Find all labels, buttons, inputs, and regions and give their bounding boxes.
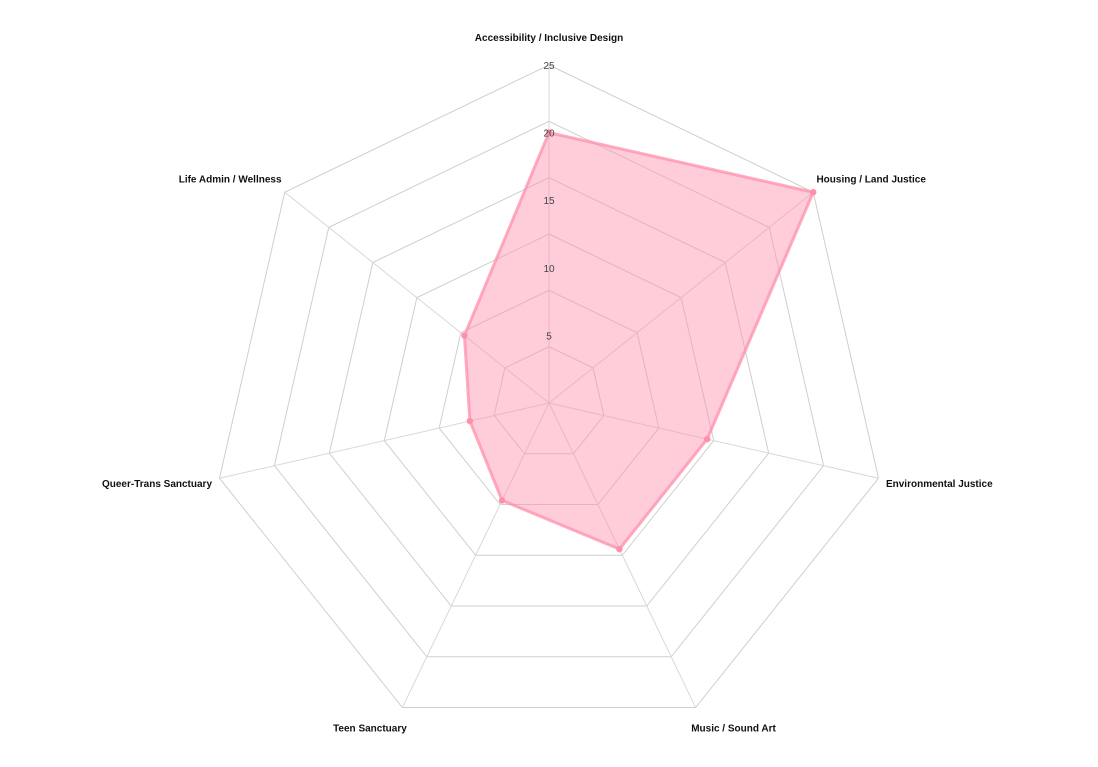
grid-ring	[273, 120, 825, 658]
series-area	[462, 131, 815, 551]
tick-layer: 5 10 15 20 25	[543, 61, 555, 342]
axis-label: Accessibility / Inclusive Design	[475, 33, 623, 44]
axis-label: Queer-Trans Sanctuary	[102, 479, 212, 490]
tick-label: 20	[543, 129, 555, 140]
tick-label: 10	[543, 264, 555, 275]
series-layer	[461, 129, 817, 553]
axis-spoke	[401, 402, 550, 708]
axis-label: Housing / Land Justice	[816, 175, 926, 186]
data-point	[616, 545, 623, 553]
grid-ring	[383, 233, 715, 556]
axis-spoke	[548, 191, 814, 404]
axis-label-layer: Accessibility / Inclusive Design Housing …	[102, 33, 993, 734]
tick-label: 25	[543, 61, 555, 72]
data-point	[466, 417, 474, 425]
axis-spoke	[284, 191, 550, 404]
grid-layer	[218, 64, 880, 709]
tick-label: 15	[543, 196, 555, 207]
data-point	[810, 189, 817, 196]
axis-label: Teen Sanctuary	[333, 723, 407, 734]
grid-ring	[438, 289, 660, 506]
grid-ring	[493, 346, 605, 455]
axis-label: Life Admin / Wellness	[179, 175, 282, 186]
data-point	[545, 129, 553, 136]
grid-ring	[218, 64, 880, 709]
axis-label: Music / Sound Art	[691, 723, 776, 734]
axis-spoke	[548, 402, 697, 708]
axis-spoke	[548, 402, 879, 479]
tick-label: 5	[546, 331, 552, 342]
axis-label: Environmental Justice	[886, 479, 993, 490]
data-point	[498, 497, 506, 504]
axis-spoke	[219, 402, 550, 479]
grid-ring	[328, 177, 770, 607]
data-point	[461, 332, 468, 339]
data-point	[703, 435, 711, 443]
